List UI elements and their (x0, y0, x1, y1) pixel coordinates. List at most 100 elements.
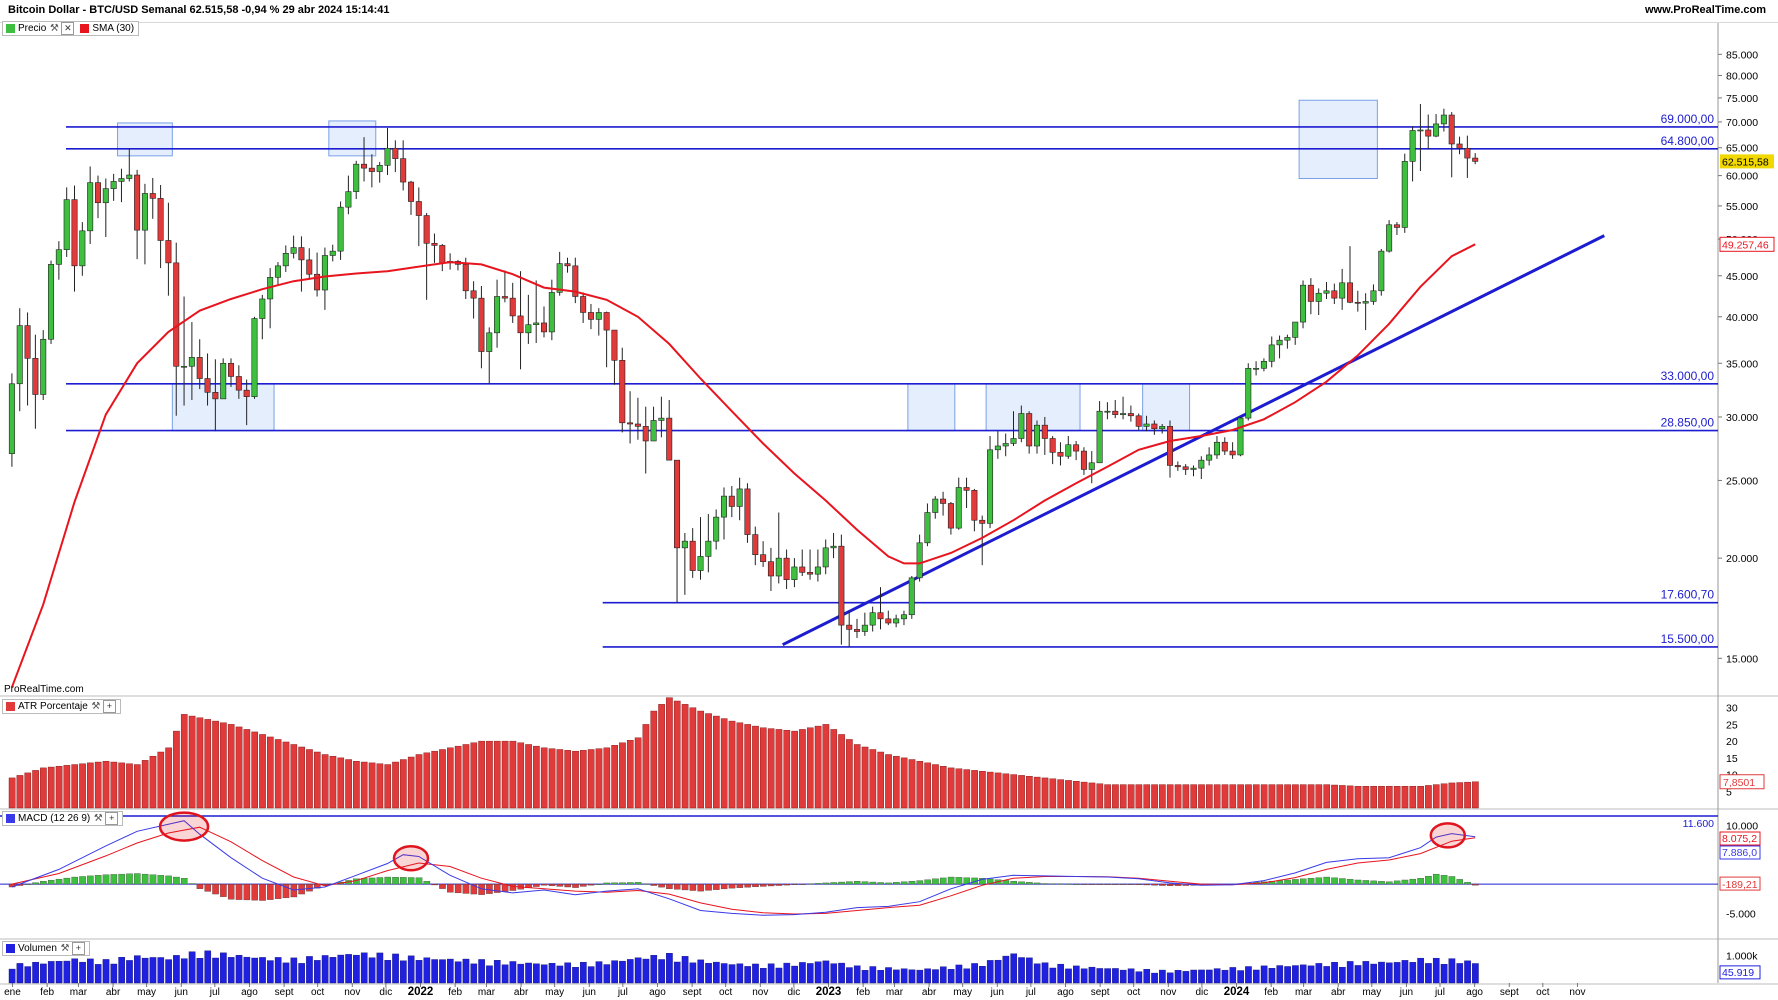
volume-bar (227, 957, 235, 984)
macd-histogram-bar (697, 883, 704, 892)
volume-bar (1213, 968, 1221, 984)
candle-down (478, 297, 485, 352)
volume-bar (1010, 953, 1018, 984)
macd-histogram-bar (744, 883, 751, 888)
macd-swatch (6, 814, 15, 823)
volume-bar (1456, 963, 1464, 984)
price-legend[interactable]: Precio ⚒ ✕ SMA (30) (2, 21, 140, 36)
x-icon[interactable]: ✕ (61, 22, 75, 35)
volume-bar (353, 954, 360, 984)
atr-bar (329, 755, 337, 809)
candle-up (1065, 444, 1072, 457)
volume-bar (204, 950, 212, 984)
volume-bar (877, 970, 885, 984)
volume-bar (470, 963, 478, 984)
atr-bar (971, 770, 978, 809)
atr-bar (791, 730, 798, 809)
candle-up (494, 296, 501, 334)
candle-down (1080, 450, 1087, 470)
candle-up (955, 487, 962, 529)
x-tick-label: 2022 (408, 986, 434, 998)
atr-bar (1401, 786, 1409, 809)
x-tick-label: jun (582, 987, 596, 998)
volume-bar (642, 958, 650, 984)
x-tick-label: 2024 (1224, 986, 1250, 998)
volume-bar (939, 966, 947, 984)
macd-histogram-bar (55, 878, 63, 885)
site-link[interactable]: www.ProRealTime.com (1644, 4, 1766, 16)
x-tick-label: feb (856, 987, 870, 998)
candle-up (376, 165, 383, 172)
macd-histogram-bar (47, 879, 55, 885)
volume-bar (220, 952, 227, 984)
wrench-icon[interactable]: ⚒ (49, 22, 59, 34)
atr-legend[interactable]: ATR Porcentaje ⚒ + (2, 699, 121, 714)
atr-bar (321, 754, 329, 809)
atr-bar (1440, 783, 1448, 809)
wrench-icon[interactable]: ⚒ (60, 942, 70, 954)
candle-down (634, 423, 641, 427)
volume-bar (16, 963, 24, 984)
wrench-icon[interactable]: ⚒ (91, 700, 101, 712)
candle-down (392, 147, 399, 159)
candle-down (1135, 415, 1142, 427)
atr-bar (102, 760, 110, 809)
x-tick-label: 2023 (816, 986, 842, 998)
volume-bar (1065, 968, 1072, 984)
wrench-icon[interactable]: ⚒ (93, 812, 103, 824)
atr-bar (1276, 784, 1284, 809)
volume-bar (1198, 969, 1205, 984)
macd-legend[interactable]: MACD (12 26 9) ⚒ + (2, 811, 124, 826)
x-tick-label: jun (1399, 987, 1413, 998)
atr-bar (916, 760, 924, 809)
volume-legend[interactable]: Volumen ⚒ + (2, 941, 90, 956)
atr-bar (799, 729, 806, 809)
candle-down (306, 259, 313, 275)
atr-bar (470, 742, 478, 809)
candle-up (658, 417, 665, 421)
volume-bar (173, 955, 180, 984)
x-tick-label: sept (275, 987, 294, 998)
candle-down (783, 557, 790, 580)
candle-up (861, 624, 868, 632)
atr-bar (79, 763, 86, 809)
atr-y-tick-label: 25 (1726, 719, 1738, 731)
candle-down (564, 263, 571, 267)
macd-histogram-bar (1433, 873, 1440, 885)
candle-up (1339, 282, 1346, 299)
candle-up (1088, 462, 1095, 470)
atr-bar (509, 740, 517, 809)
volume-bar (1221, 969, 1229, 984)
atr-value-label: 7,8501 (1723, 777, 1755, 789)
atr-bar (838, 734, 845, 809)
atr-bar (658, 704, 665, 809)
volume-bar (830, 963, 838, 984)
atr-bar (540, 747, 548, 809)
plus-icon[interactable]: + (102, 700, 116, 713)
macd-histogram-bar (1120, 883, 1127, 885)
atr-bar (24, 772, 32, 809)
candle-down (1346, 282, 1353, 303)
volume-bar (1299, 964, 1307, 984)
macd-histogram-bar (1401, 879, 1409, 885)
plus-icon[interactable]: + (71, 942, 85, 955)
candle-down (24, 325, 31, 359)
macd-histogram-bar (627, 882, 634, 885)
atr-bar (1393, 786, 1401, 809)
atr-bar (407, 756, 415, 809)
candle-up (869, 612, 876, 626)
macd-histogram-bar (407, 877, 415, 885)
price-level-label: 64.800,00 (1661, 134, 1715, 148)
macd-histogram-bar (165, 875, 172, 885)
volume-bar (955, 964, 963, 984)
candle-down (1307, 284, 1314, 302)
macd-histogram-bar (1049, 883, 1057, 885)
x-tick-label: ago (241, 987, 258, 998)
volume-bar (947, 969, 955, 984)
candle-up (924, 512, 931, 544)
plus-icon[interactable]: + (105, 812, 119, 825)
candle-down (666, 417, 673, 461)
volume-bar (196, 958, 204, 984)
candle-up (1323, 290, 1330, 294)
